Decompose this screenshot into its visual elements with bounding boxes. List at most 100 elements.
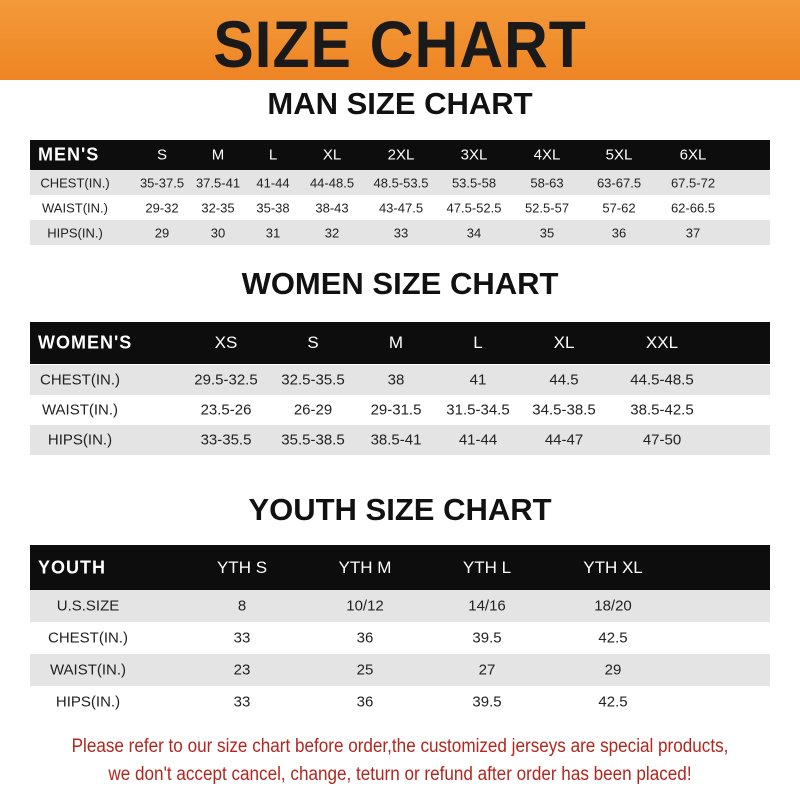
table-cell: 67.5-72 [670,175,716,190]
table-row: WAIST(IN.) 23 25 27 29 [30,654,770,686]
size-header-2xl: 2XL [387,146,415,164]
table-cell: 35.5-38.5 [281,431,345,449]
table-header-label: WOMEN'S [38,332,133,353]
table-row: CHEST(IN.) 29.5-32.5 32.5-35.5 38 41 44.5 44.5… [30,365,770,395]
table-cell: 41-44 [256,175,290,190]
table-cell: 32 [324,225,340,240]
table-cell: 35-37.5 [139,175,185,190]
row-label: WAIST(IN.) [49,661,127,679]
size-header-3xl: 3XL [460,146,488,164]
row-label: WAIST(IN.) [41,401,119,419]
table-cell: 38 [387,371,405,389]
table-cell: 47.5-52.5 [446,200,502,215]
women-section-title: WOMEN SIZE CHART [241,266,559,301]
row-label: CHEST(IN.) [40,175,110,190]
size-header-xs: XS [214,333,238,352]
table-cell: 32.5-35.5 [281,371,345,389]
table-cell: 47-50 [642,431,682,449]
row-label: HIPS(IN.) [47,431,113,449]
table-cell: 52.5-57 [524,200,570,215]
table-cell: 44-48.5 [309,175,355,190]
table-cell: 30 [210,225,226,240]
table-cell: 41 [469,371,487,389]
table-cell: 33-35.5 [200,431,252,449]
youth-section-title: YOUTH SIZE CHART [248,492,552,527]
size-header-s: S [307,333,319,352]
table-cell: 44.5-48.5 [630,371,694,389]
table-cell: 35 [539,225,555,240]
table-header-row: MEN'S S M L XL 2XL 3XL 4XL 5XL 6XL [30,140,770,170]
row-label: WAIST(IN.) [42,200,108,215]
table-cell: 63-67.5 [596,175,642,190]
table-cell: 8 [237,597,247,615]
row-label: U.S.SIZE [56,597,120,615]
table-row: HIPS(IN.) 29 30 31 32 33 34 35 36 37 [30,220,770,245]
table-cell: 37.5-41 [195,175,241,190]
size-header-l: L [473,333,483,352]
size-header-yth-m: YTH M [338,557,392,577]
men-section-title: MAN SIZE CHART [267,86,533,121]
size-header-6xl: 6XL [679,146,707,164]
table-cell: 18/20 [594,597,632,615]
table-cell: 37 [685,225,701,240]
size-header-yth-s: YTH S [216,557,268,577]
table-cell: 44-47 [544,431,584,449]
table-cell: 33 [233,629,251,647]
table-cell: 58-63 [530,175,564,190]
row-label: HIPS(IN.) [55,693,121,711]
size-header-yth-xl: YTH XL [583,557,643,577]
row-label: HIPS(IN.) [47,225,103,240]
table-row: WAIST(IN.) 29-32 32-35 35-38 38-43 43-47.5 47.… [30,195,770,220]
size-header-5xl: 5XL [605,146,633,164]
size-header-4xl: 4XL [533,146,561,164]
table-cell: 53.5-58 [451,175,497,190]
table-cell: 27 [478,661,496,679]
table-cell: 42.5 [598,629,628,647]
table-cell: 29-32 [145,200,179,215]
table-cell: 35-38 [256,200,290,215]
table-cell: 29-31.5 [370,401,422,419]
table-row: CHEST(IN.) 33 36 39.5 42.5 [30,622,770,654]
page-title: SIZE CHART [213,7,587,81]
table-cell: 33 [233,693,251,711]
table-cell: 38.5-41 [370,431,422,449]
table-cell: 62-66.5 [670,200,716,215]
table-cell: 31.5-34.5 [446,401,510,419]
table-header-row: WOMEN'S XS S M L XL XXL [30,322,770,364]
table-cell: 57-62 [602,200,636,215]
size-header-xl: XL [322,146,342,164]
table-cell: 48.5-53.5 [373,175,429,190]
size-header-yth-l: YTH L [462,557,512,577]
row-label: CHEST(IN.) [48,629,128,647]
table-row: HIPS(IN.) 33-35.5 35.5-38.5 38.5-41 41-44 44-… [30,425,770,455]
table-row: WAIST(IN.) 23.5-26 26-29 29-31.5 31.5-34.5 34… [30,395,770,425]
table-cell: 14/16 [468,597,506,615]
notice-line-2: we don't accept cancel, change, teturn o… [108,764,692,785]
table-cell: 29.5-32.5 [194,371,258,389]
table-cell: 39.5 [472,693,502,711]
table-header-label: MEN'S [38,144,100,165]
table-cell: 23 [233,661,251,679]
table-cell: 44.5 [549,371,579,389]
table-cell: 34.5-38.5 [532,401,596,419]
table-cell: 38-43 [315,200,349,215]
table-cell: 32-35 [201,200,235,215]
table-header-row: YOUTH YTH S YTH M YTH L YTH XL [30,545,770,590]
table-cell: 33 [393,225,409,240]
size-header-m: M [211,146,225,164]
table-row: U.S.SIZE 8 10/12 14/16 18/20 [30,590,770,622]
table-cell: 23.5-26 [200,401,252,419]
table-cell: 38.5-42.5 [630,401,694,419]
table-cell: 29 [604,661,622,679]
notice-line-1: Please refer to our size chart before or… [71,736,729,757]
table-cell: 31 [265,225,281,240]
size-header-xl: XL [553,333,575,352]
size-header-m: M [388,333,404,352]
size-header-xxl: XXL [645,333,679,352]
size-header-s: S [156,146,168,164]
size-header-l: L [268,146,278,164]
table-cell: 43-47.5 [378,200,424,215]
table-header-label: YOUTH [38,557,106,577]
table-cell: 42.5 [598,693,628,711]
table-cell: 34 [466,225,482,240]
